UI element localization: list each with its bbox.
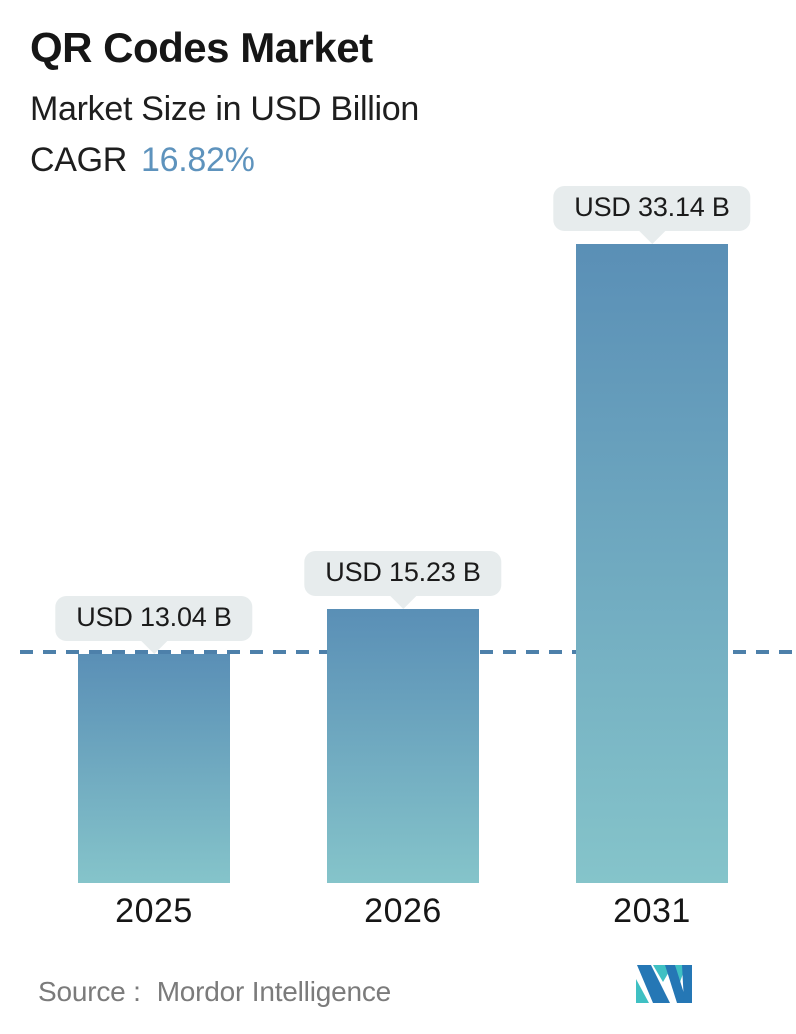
source-attribution: Source : Mordor Intelligence xyxy=(38,976,391,1008)
bar-2026 xyxy=(327,609,479,883)
x-axis-label-2031: 2031 xyxy=(613,892,691,930)
label-pointer-icon xyxy=(140,640,167,654)
x-axis-label-2026: 2026 xyxy=(364,892,442,930)
page-title: QR Codes Market xyxy=(30,24,373,71)
chart-footer: Source : Mordor Intelligence xyxy=(0,964,796,1034)
label-pointer-icon xyxy=(389,596,416,610)
mordor-intelligence-logo xyxy=(636,965,692,1003)
label-pointer-icon xyxy=(638,230,665,244)
value-label-2025: USD 13.04 B xyxy=(55,595,253,654)
cagr-value: 16.82% xyxy=(141,141,255,180)
cagr-label: CAGR xyxy=(30,141,128,180)
bar-2025 xyxy=(78,653,230,883)
bar-2031 xyxy=(576,243,728,883)
source-value: Mordor Intelligence xyxy=(156,976,392,1007)
chart-header: QR Codes Market Market Size in USD Billi… xyxy=(30,24,419,180)
cagr-row: CAGR 16.82% xyxy=(30,141,419,180)
value-label-2026: USD 15.23 B xyxy=(304,551,502,610)
value-label-2031: USD 33.14 B xyxy=(553,185,751,244)
x-axis-label-2025: 2025 xyxy=(115,892,193,930)
chart-subtitle: Market Size in USD Billion xyxy=(30,90,419,129)
source-label: Source : xyxy=(38,976,141,1007)
